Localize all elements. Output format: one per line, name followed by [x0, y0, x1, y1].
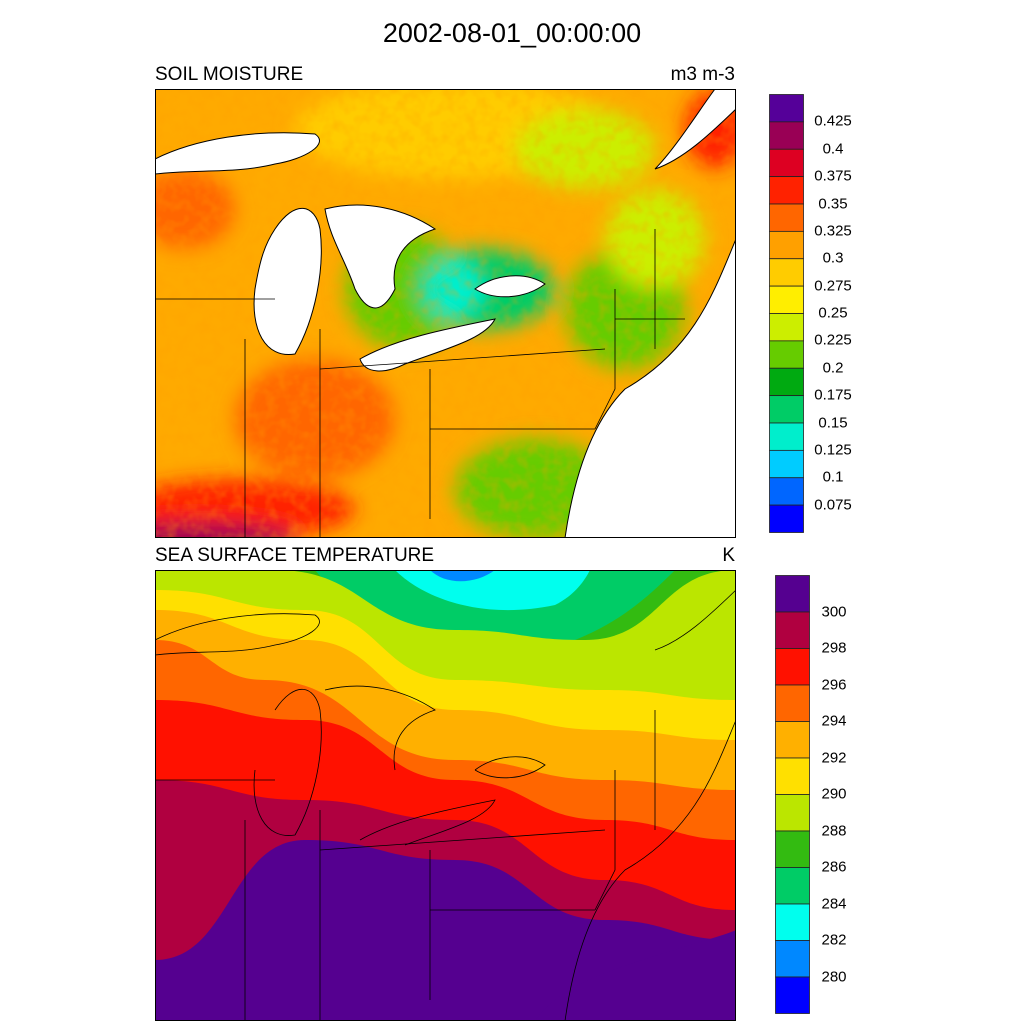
- colorbar-label: 0.15: [818, 414, 848, 431]
- colorbar-box: [769, 449, 804, 479]
- colorbar-label: 290: [821, 785, 847, 803]
- colorbar-label: 0.125: [814, 441, 852, 459]
- colorbar-box: [775, 830, 810, 868]
- sst-contour-band: [535, 930, 736, 1021]
- colorbar-label: 0.275: [814, 277, 852, 295]
- colorbar-label: 282: [821, 931, 847, 949]
- sst-map: [155, 570, 736, 1021]
- colorbar-box: [769, 203, 804, 232]
- sst-contour-band: [155, 840, 736, 1021]
- colorbar-box: [769, 285, 804, 314]
- colorbar-box: [769, 504, 804, 533]
- soil-moisture-title: SOIL MOISTURE: [155, 64, 304, 85]
- colorbar-label: 0.25: [818, 304, 848, 322]
- colorbar-box: [775, 940, 810, 978]
- soil-moisture-colorbar: [769, 94, 804, 533]
- colorbar-label: 0.3: [822, 249, 844, 267]
- colorbar-label: 0.1: [822, 468, 844, 486]
- colorbar-label: 0.2: [822, 359, 844, 377]
- colorbar-label: 0.375: [814, 167, 852, 185]
- colorbar-label: 294: [821, 712, 847, 730]
- sst-title: SEA SURFACE TEMPERATURE: [155, 545, 435, 566]
- colorbar-box: [769, 477, 804, 506]
- colorbar-box: [769, 258, 804, 287]
- colorbar-box: [769, 121, 804, 150]
- soil-moisture-map: [155, 89, 736, 538]
- colorbar-box: [775, 648, 810, 686]
- colorbar-box: [775, 867, 810, 905]
- colorbar-label: 0.225: [814, 331, 852, 349]
- colorbar-label: 280: [821, 968, 847, 985]
- sst-colorbar: [775, 575, 810, 1014]
- colorbar-box: [775, 976, 810, 1014]
- colorbar-label: 292: [821, 749, 847, 766]
- colorbar-box: [775, 684, 810, 722]
- coastlines: [155, 570, 736, 1021]
- colorbar-label: 0.425: [814, 112, 852, 130]
- colorbar-box: [769, 367, 804, 397]
- colorbar-box: [775, 611, 810, 649]
- colorbar-label: 0.35: [818, 195, 848, 212]
- colorbar-box: [769, 148, 804, 178]
- lakes: [155, 89, 736, 538]
- colorbar-box: [769, 395, 804, 424]
- colorbar-label: 288: [821, 822, 847, 839]
- colorbar-box: [769, 176, 804, 205]
- plot-title: 2002-08-01_00:00:00: [382, 18, 642, 48]
- colorbar-label: 0.4: [822, 140, 844, 158]
- colorbar-box: [769, 230, 804, 260]
- colorbar-box: [769, 94, 804, 123]
- state-borders: [155, 229, 685, 538]
- colorbar-label: 0.075: [814, 496, 852, 514]
- soil-moisture-units: m3 m-3: [670, 64, 735, 85]
- colorbar-label: 0.175: [814, 386, 852, 404]
- colorbar-box: [769, 422, 804, 451]
- colorbar-box: [769, 313, 804, 342]
- colorbar-label: 286: [821, 858, 847, 876]
- sst-units: K: [722, 545, 735, 566]
- sst-contour-band: [395, 570, 590, 611]
- colorbar-label: 0.325: [814, 222, 852, 240]
- colorbar-label: 296: [821, 676, 847, 693]
- colorbar-box: [769, 340, 804, 369]
- colorbar-box: [775, 721, 810, 759]
- sst-contour-band: [430, 570, 495, 582]
- colorbar-box: [775, 575, 810, 613]
- colorbar-box: [775, 903, 810, 941]
- colorbar-box: [775, 794, 810, 832]
- colorbar-label: 284: [821, 895, 847, 912]
- colorbar-box: [775, 757, 810, 795]
- colorbar-label: 300: [821, 603, 847, 620]
- colorbar-label: 298: [821, 639, 847, 657]
